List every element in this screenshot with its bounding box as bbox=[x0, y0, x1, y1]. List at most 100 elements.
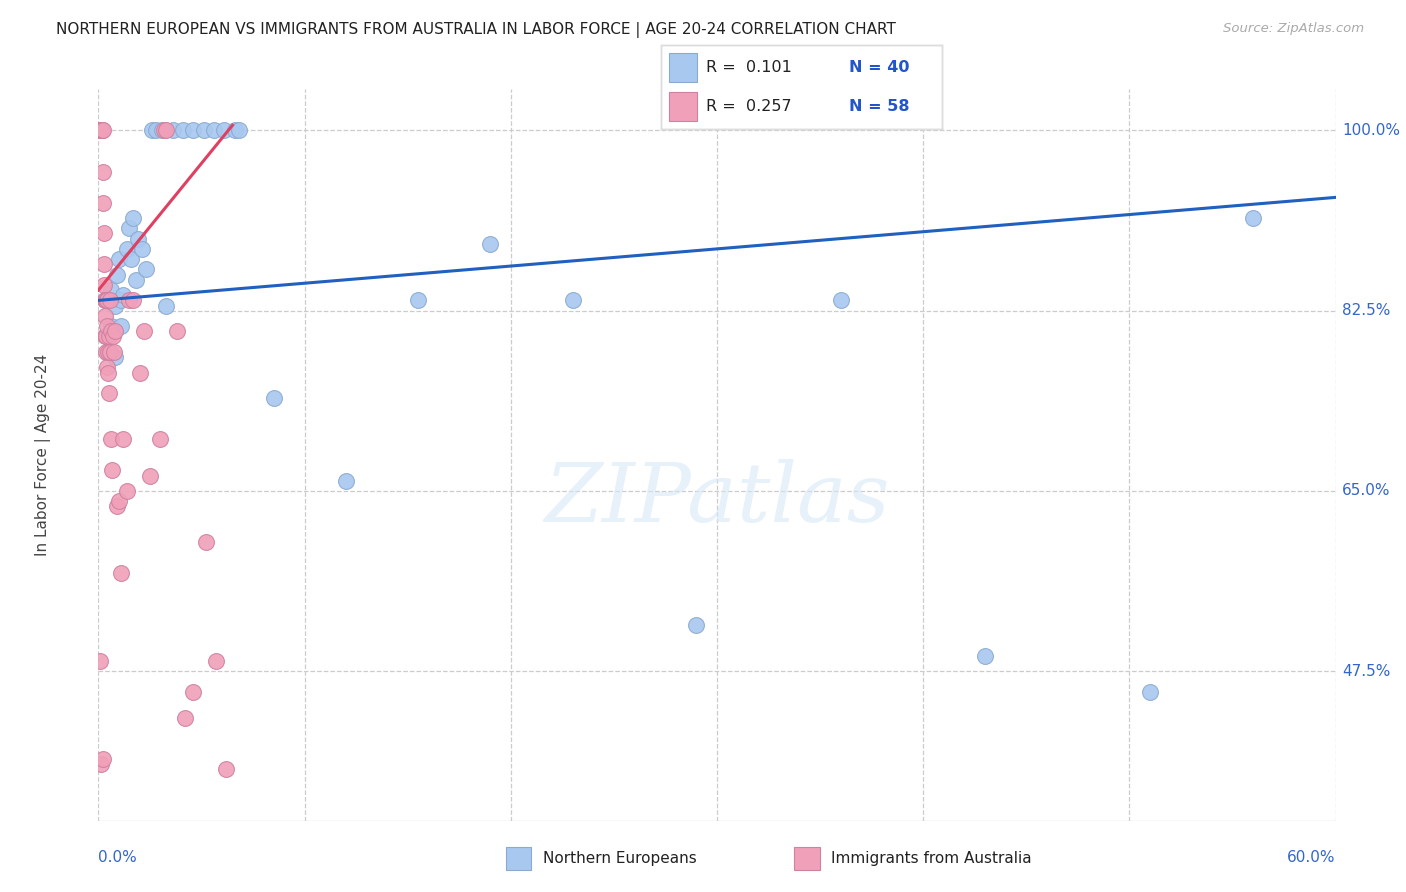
Point bbox=[96, 293, 118, 308]
Point bbox=[96, 360, 118, 375]
Point bbox=[145, 123, 167, 137]
Point bbox=[112, 288, 135, 302]
Point bbox=[685, 618, 707, 632]
Point bbox=[118, 221, 141, 235]
Point bbox=[89, 123, 111, 137]
Point bbox=[141, 123, 163, 137]
Point bbox=[91, 195, 114, 210]
Point bbox=[91, 752, 114, 766]
Point bbox=[166, 324, 188, 338]
Text: 60.0%: 60.0% bbox=[1288, 850, 1336, 865]
Point bbox=[105, 500, 128, 514]
Point bbox=[90, 123, 112, 137]
Point bbox=[90, 756, 112, 771]
Text: 47.5%: 47.5% bbox=[1341, 664, 1391, 679]
Point bbox=[128, 366, 150, 380]
Point bbox=[212, 123, 235, 137]
Point bbox=[155, 123, 177, 137]
Point bbox=[135, 262, 157, 277]
Point bbox=[181, 123, 204, 137]
Point bbox=[122, 211, 145, 225]
Point bbox=[174, 711, 197, 725]
Point bbox=[1241, 211, 1264, 225]
Point bbox=[1139, 685, 1161, 699]
Point bbox=[97, 386, 120, 401]
Point bbox=[104, 324, 127, 338]
Point bbox=[90, 123, 112, 137]
Text: In Labor Force | Age 20-24: In Labor Force | Age 20-24 bbox=[35, 354, 51, 556]
Point bbox=[202, 123, 225, 137]
Point bbox=[89, 123, 111, 137]
Point bbox=[974, 648, 997, 663]
Point bbox=[127, 231, 149, 245]
Point bbox=[100, 283, 122, 297]
Point bbox=[194, 535, 217, 549]
Text: ZIPatlas: ZIPatlas bbox=[544, 458, 890, 539]
Point bbox=[89, 654, 111, 668]
Point bbox=[181, 685, 204, 699]
Point bbox=[89, 123, 111, 137]
FancyBboxPatch shape bbox=[669, 54, 697, 82]
Point bbox=[112, 433, 135, 447]
Point bbox=[101, 463, 124, 477]
Point bbox=[224, 123, 246, 137]
Text: N = 58: N = 58 bbox=[849, 99, 910, 114]
Point bbox=[100, 324, 122, 338]
Point bbox=[108, 252, 131, 267]
Point bbox=[91, 164, 114, 178]
Point bbox=[132, 324, 155, 338]
Text: 100.0%: 100.0% bbox=[1341, 123, 1400, 138]
Text: N = 40: N = 40 bbox=[849, 60, 910, 75]
Text: R =  0.101: R = 0.101 bbox=[706, 60, 792, 75]
Point bbox=[153, 123, 176, 137]
Point bbox=[104, 299, 127, 313]
Point bbox=[90, 123, 112, 137]
Point bbox=[139, 468, 162, 483]
Point bbox=[149, 433, 172, 447]
Text: Immigrants from Australia: Immigrants from Australia bbox=[831, 851, 1032, 866]
Point bbox=[96, 319, 118, 334]
Text: R =  0.257: R = 0.257 bbox=[706, 99, 792, 114]
Point bbox=[150, 123, 173, 137]
Text: Northern Europeans: Northern Europeans bbox=[543, 851, 696, 866]
Point bbox=[172, 123, 194, 137]
Point bbox=[100, 293, 122, 308]
Point bbox=[93, 257, 115, 271]
Point bbox=[263, 391, 285, 405]
Point bbox=[162, 123, 184, 137]
Point bbox=[100, 433, 122, 447]
FancyBboxPatch shape bbox=[669, 92, 697, 120]
Point bbox=[124, 273, 146, 287]
Point bbox=[110, 319, 132, 334]
Point bbox=[104, 350, 127, 364]
Point bbox=[96, 329, 118, 343]
Point bbox=[97, 366, 120, 380]
Point bbox=[94, 329, 117, 343]
Point bbox=[215, 762, 238, 776]
Point bbox=[97, 345, 120, 359]
Point bbox=[118, 293, 141, 308]
Point bbox=[155, 299, 177, 313]
Point bbox=[91, 123, 114, 137]
Point bbox=[93, 293, 115, 308]
Point bbox=[100, 319, 122, 334]
Text: 82.5%: 82.5% bbox=[1341, 303, 1391, 318]
Point bbox=[830, 293, 852, 308]
Point bbox=[93, 293, 115, 308]
Point bbox=[120, 252, 142, 267]
Point bbox=[117, 242, 139, 256]
Point bbox=[110, 566, 132, 581]
Point bbox=[108, 494, 131, 508]
Point bbox=[117, 483, 139, 498]
Point bbox=[98, 329, 121, 343]
Point bbox=[101, 329, 124, 343]
Point bbox=[122, 293, 145, 308]
Point bbox=[193, 123, 215, 137]
Point bbox=[93, 309, 115, 323]
Point bbox=[94, 293, 117, 308]
Point bbox=[479, 236, 502, 251]
Point bbox=[94, 345, 117, 359]
Point bbox=[89, 123, 111, 137]
Point bbox=[93, 227, 115, 241]
Point bbox=[98, 345, 121, 359]
